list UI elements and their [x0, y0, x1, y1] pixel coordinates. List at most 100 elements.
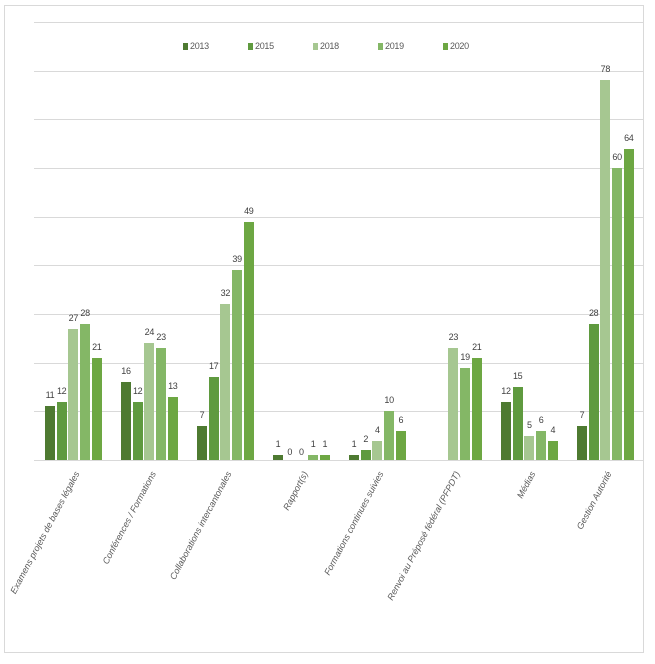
- legend-item: 2019: [378, 41, 404, 51]
- bar: [448, 348, 459, 460]
- bar: [56, 401, 67, 460]
- bar: [471, 357, 482, 460]
- bar: [68, 328, 79, 460]
- legend-swatch-icon: [443, 42, 448, 50]
- data-label: 1: [275, 439, 281, 450]
- bar: [536, 430, 547, 460]
- legend-swatch-icon: [313, 42, 318, 50]
- legend-label: 2015: [255, 41, 274, 51]
- data-label: 23: [448, 332, 459, 343]
- x-tick-label: Rapport(s): [281, 469, 310, 512]
- data-label: 10: [384, 395, 394, 406]
- gridline: [34, 411, 643, 413]
- data-label: 6: [538, 414, 544, 425]
- legend-item: 2015: [248, 41, 274, 51]
- data-label: 16: [121, 366, 131, 377]
- legend-swatch-icon: [248, 42, 253, 50]
- bar: [197, 425, 207, 460]
- gridline: [34, 314, 643, 315]
- x-tick-label: Examens projets de bases légales: [8, 469, 82, 596]
- data-label: 0: [299, 447, 304, 457]
- x-tick-label: Collaborations intercantonales: [168, 469, 234, 582]
- bar: [600, 80, 611, 460]
- bar: [460, 367, 471, 460]
- data-label: 23: [156, 332, 166, 343]
- data-label: 32: [220, 288, 231, 299]
- bar: [220, 304, 231, 460]
- data-label: 1: [310, 439, 316, 450]
- data-label: 21: [92, 341, 102, 352]
- data-label: 11: [45, 390, 55, 401]
- x-tick-label: Formations continues suivies: [322, 469, 386, 577]
- bar: [167, 396, 178, 460]
- legend-item: 2018: [313, 41, 339, 51]
- data-label: 28: [80, 307, 90, 318]
- data-label: 12: [501, 385, 511, 396]
- bar: [273, 455, 283, 460]
- bar: [121, 382, 131, 460]
- gridline: [34, 119, 643, 121]
- legend-swatch-icon: [183, 42, 188, 50]
- gridline: [34, 168, 643, 169]
- data-label: 4: [550, 424, 556, 435]
- bar: [91, 357, 102, 460]
- data-label: 21: [472, 341, 482, 352]
- bar: [308, 455, 319, 460]
- data-label: 12: [132, 385, 143, 396]
- bar: [232, 270, 243, 460]
- bar: [384, 411, 395, 460]
- bar: [512, 387, 523, 460]
- data-label: 5: [527, 419, 532, 430]
- bar: [577, 425, 587, 460]
- bar: [243, 221, 254, 460]
- x-tick-label: Médias: [515, 469, 538, 500]
- bar: [524, 435, 535, 460]
- data-label: 0: [287, 447, 293, 457]
- data-label: 13: [168, 380, 178, 391]
- data-label: 7: [579, 409, 585, 420]
- bar: [395, 430, 406, 460]
- bar: [612, 168, 623, 460]
- data-label: 39: [232, 254, 242, 265]
- data-label: 27: [68, 312, 79, 323]
- bar: [45, 406, 55, 460]
- data-label: 19: [460, 351, 470, 362]
- bar: [547, 440, 558, 460]
- chart-frame: [4, 5, 644, 653]
- gridline: [34, 362, 643, 364]
- bar: [372, 440, 383, 460]
- data-label: 17: [208, 361, 219, 372]
- data-label: 24: [144, 327, 155, 338]
- data-label: 7: [199, 409, 205, 420]
- legend-label: 2013: [190, 41, 209, 51]
- bar: [156, 348, 167, 460]
- data-label: 1: [322, 439, 328, 450]
- legend-label: 2019: [385, 41, 404, 51]
- data-label: 60: [612, 152, 622, 162]
- x-axis-line: [34, 460, 643, 461]
- bar: [360, 450, 371, 460]
- data-label: 15: [512, 371, 523, 381]
- gridline: [34, 265, 643, 267]
- bar: [501, 401, 511, 460]
- bar: [319, 455, 330, 460]
- legend-label: 2018: [320, 41, 339, 51]
- data-label: 78: [600, 64, 611, 75]
- data-label: 6: [398, 414, 404, 425]
- data-label: 1: [351, 439, 357, 450]
- gridline: [34, 70, 643, 72]
- x-tick-label: Gestion Autorité: [574, 469, 614, 532]
- legend-item: 2020: [443, 41, 469, 51]
- legend-item: 2013: [183, 41, 209, 51]
- gridline: [34, 22, 643, 23]
- bar: [144, 343, 155, 460]
- data-label: 12: [56, 385, 67, 396]
- bar: [623, 148, 634, 460]
- x-tick-label: Renvoi au Préposé fédéral (PFPDT): [385, 469, 462, 602]
- data-label: 2: [363, 434, 369, 445]
- data-label: 28: [588, 307, 599, 318]
- legend-label: 2020: [450, 41, 469, 51]
- bar: [349, 455, 359, 460]
- gridline: [34, 216, 643, 218]
